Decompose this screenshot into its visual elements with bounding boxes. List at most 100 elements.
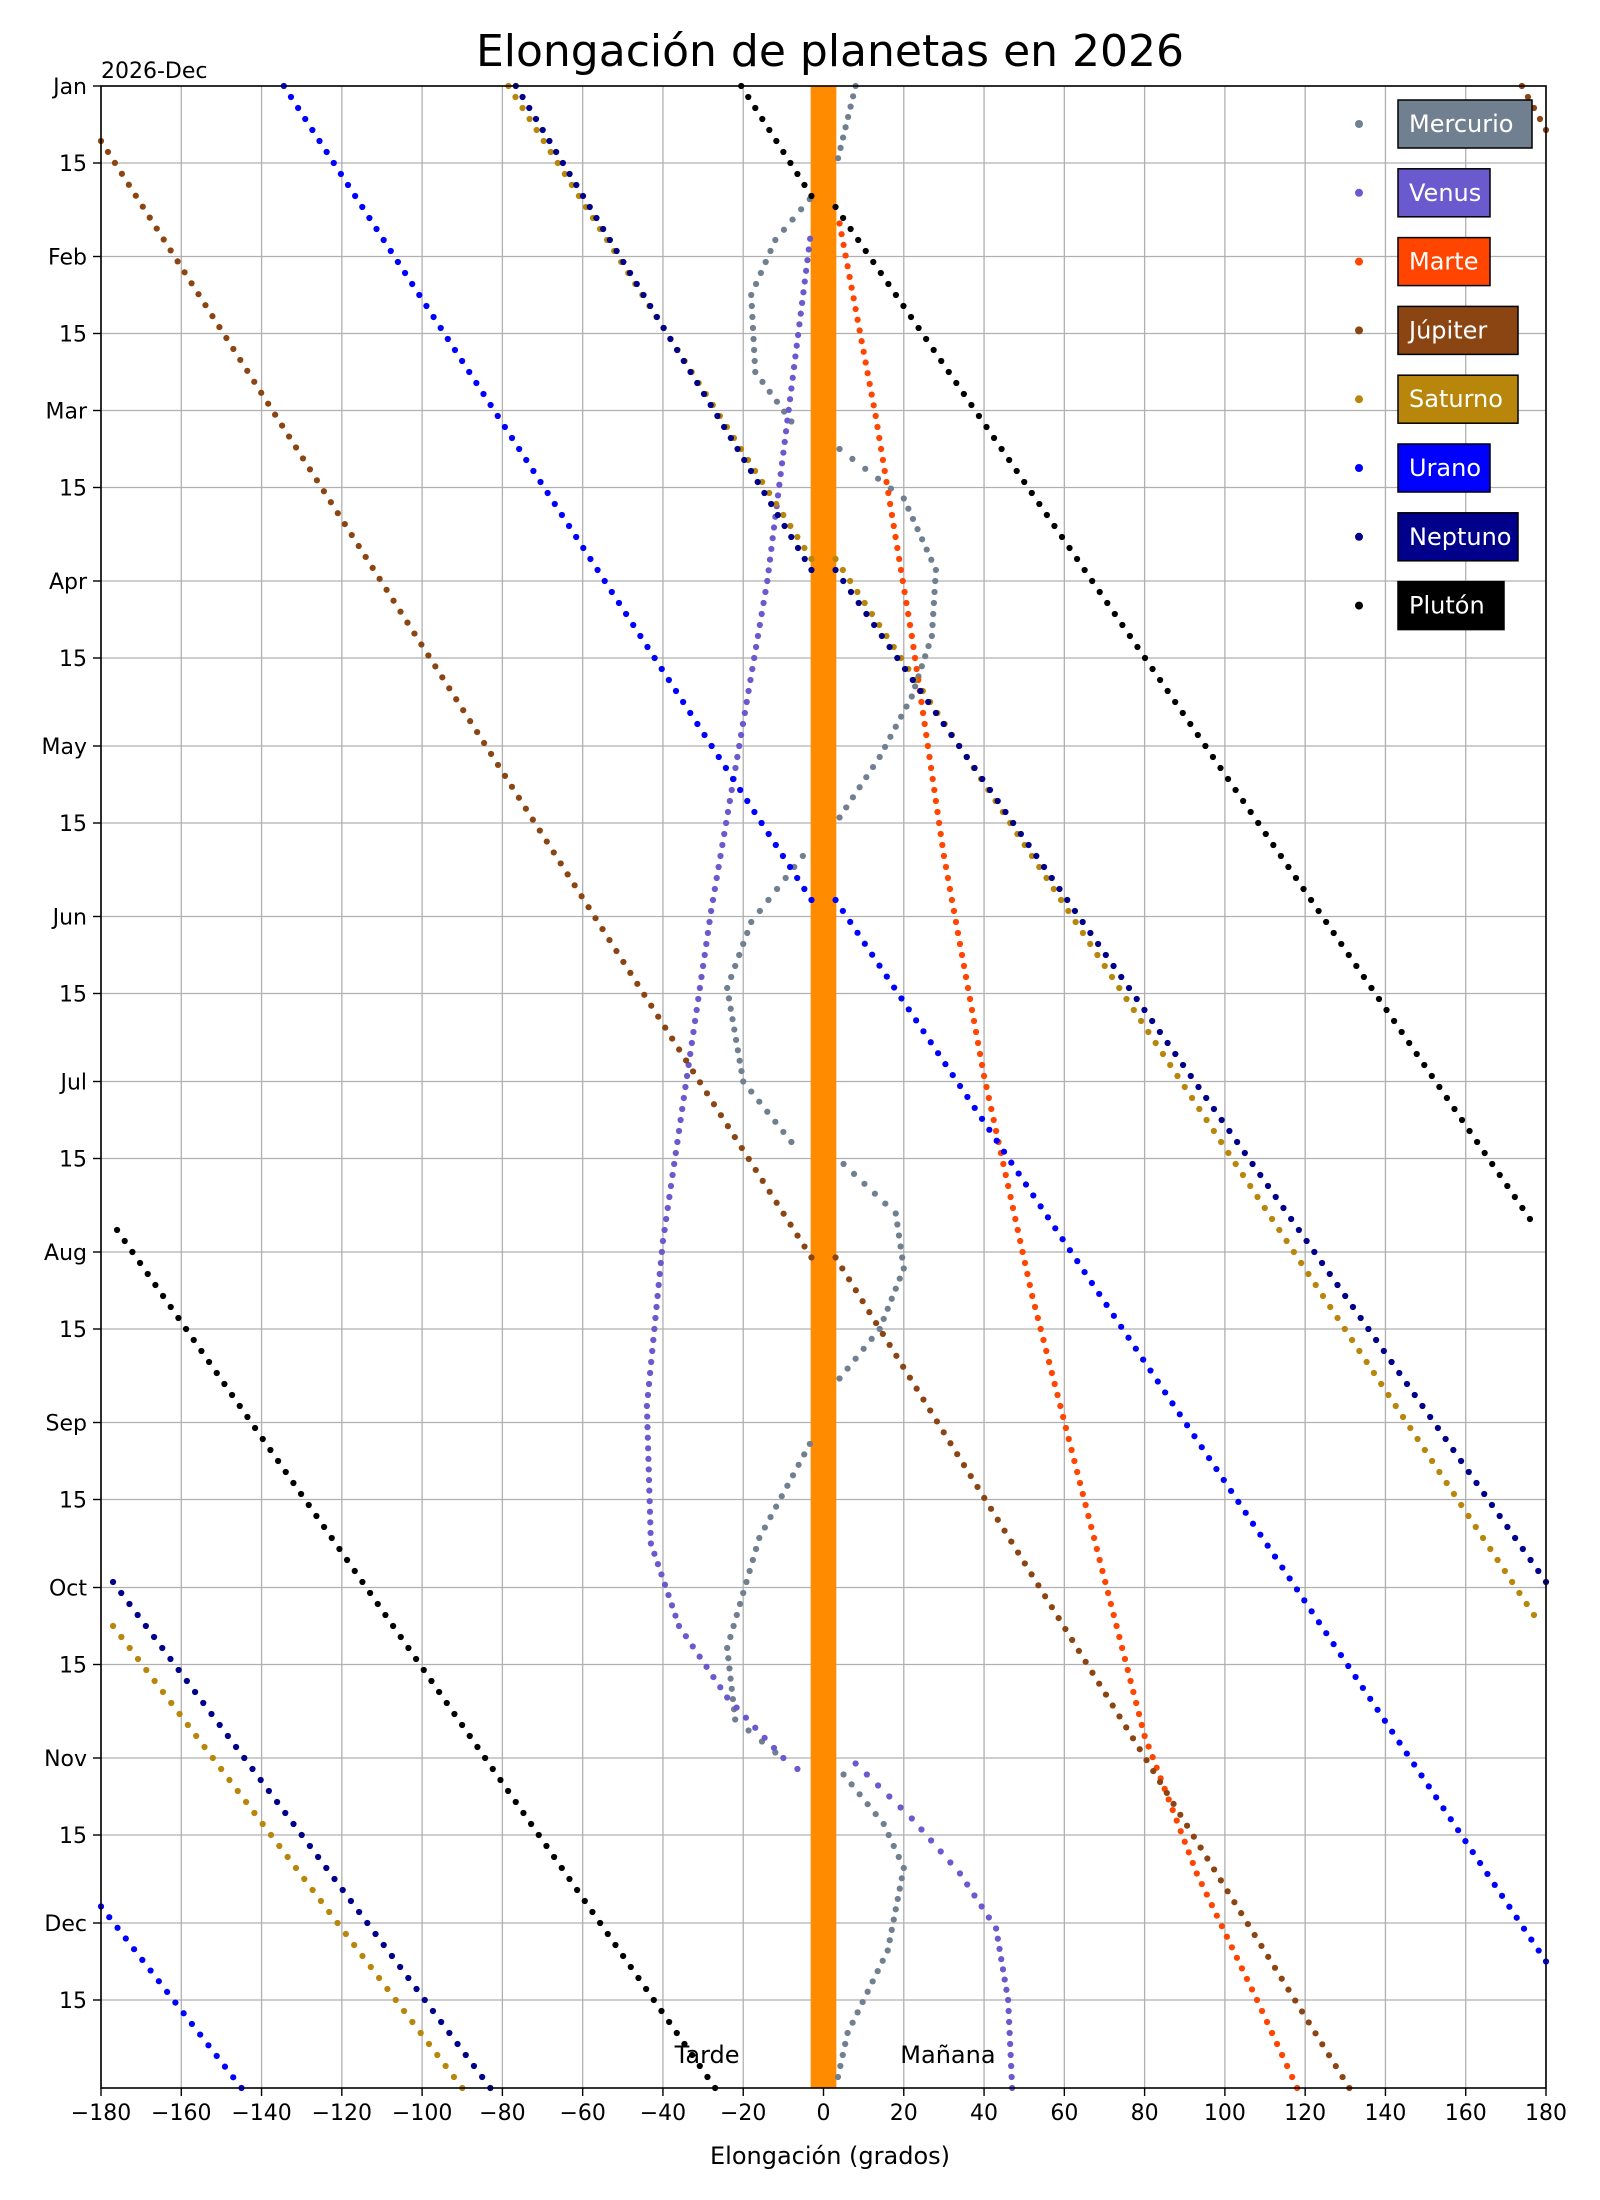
point-urano xyxy=(949,1071,956,1079)
point-venus xyxy=(672,1149,679,1157)
point-mercurio xyxy=(898,1875,905,1882)
point-venus xyxy=(650,1336,657,1344)
point-urano xyxy=(359,203,366,211)
point-marte xyxy=(1193,1870,1200,1877)
point-neptuno xyxy=(1473,1479,1480,1487)
point-pluton xyxy=(801,181,808,189)
point-marte xyxy=(1223,1933,1230,1940)
point-neptuno xyxy=(559,159,566,167)
point-jupiter xyxy=(439,674,446,681)
point-pluton xyxy=(1511,1193,1518,1201)
point-urano xyxy=(905,1006,912,1013)
point-urano xyxy=(832,896,839,904)
point-marte xyxy=(1289,2073,1296,2081)
point-marte xyxy=(906,621,914,629)
point-neptuno xyxy=(1488,1501,1496,1509)
point-neptuno xyxy=(134,1611,141,1619)
point-jupiter xyxy=(1204,1855,1211,1862)
point-saturno xyxy=(554,159,561,167)
point-urano xyxy=(366,214,373,222)
point-marte xyxy=(1054,1391,1061,1399)
point-neptuno xyxy=(1141,1006,1148,1014)
point-mercurio xyxy=(756,1534,763,1542)
point-neptuno xyxy=(620,258,627,266)
point-venus xyxy=(645,1445,652,1452)
point-jupiter xyxy=(1319,2041,1326,2048)
point-pluton xyxy=(313,1512,320,1520)
y-tick-label: Feb xyxy=(48,246,87,271)
point-saturno xyxy=(868,610,876,618)
point-saturno xyxy=(351,1941,358,1949)
point-venus xyxy=(688,1039,695,1047)
point-urano xyxy=(230,2074,237,2081)
legend-label-urano: Urano xyxy=(1409,454,1481,482)
point-urano xyxy=(658,665,665,673)
point-neptuno xyxy=(1388,1358,1395,1366)
point-marte xyxy=(974,1039,982,1047)
point-pluton xyxy=(1111,610,1118,618)
point-jupiter xyxy=(543,838,550,845)
point-marte xyxy=(888,511,896,519)
point-jupiter xyxy=(327,499,334,506)
point-marte xyxy=(918,698,925,706)
point-jupiter xyxy=(564,871,571,878)
point-marte xyxy=(1165,1796,1172,1803)
point-pluton xyxy=(885,280,892,288)
point-urano xyxy=(587,555,594,563)
point-neptuno xyxy=(1095,940,1102,948)
point-venus xyxy=(644,1391,652,1399)
point-neptuno xyxy=(808,566,815,574)
point-venus xyxy=(908,1815,915,1822)
point-jupiter xyxy=(682,1057,690,1064)
point-jupiter xyxy=(376,575,383,582)
point-saturno xyxy=(1501,1567,1508,1575)
point-urano xyxy=(544,489,551,497)
point-jupiter xyxy=(987,1505,995,1512)
point-saturno xyxy=(242,1798,250,1806)
point-saturno xyxy=(450,2073,458,2081)
point-mercurio xyxy=(731,1026,738,1033)
point-pluton xyxy=(643,1985,650,1993)
point-neptuno xyxy=(653,313,661,321)
point-urano xyxy=(1022,1181,1030,1188)
point-saturno xyxy=(1210,1127,1217,1135)
y-tick-label: Oct xyxy=(49,1577,87,1602)
point-jupiter xyxy=(886,1341,893,1349)
point-pluton xyxy=(832,203,839,211)
point-neptuno xyxy=(700,390,708,398)
point-mercurio xyxy=(740,1589,747,1597)
point-saturno xyxy=(1261,1204,1268,1212)
point-marte xyxy=(1135,1710,1143,1718)
point-marte xyxy=(897,566,905,574)
point-marte xyxy=(929,775,936,783)
point-venus xyxy=(998,1956,1005,1963)
point-jupiter xyxy=(550,849,557,856)
point-saturno xyxy=(317,1897,325,1905)
point-jupiter xyxy=(557,860,564,867)
point-urano xyxy=(1154,1378,1161,1385)
point-jupiter xyxy=(1265,1953,1272,1960)
point-mercurio xyxy=(908,693,915,700)
point-jupiter xyxy=(648,1002,655,1009)
point-venus xyxy=(649,1347,656,1355)
point-jupiter xyxy=(1170,1800,1177,1807)
point-saturno xyxy=(1443,1479,1450,1487)
point-venus xyxy=(682,1633,689,1640)
point-mercurio xyxy=(749,324,757,332)
point-neptuno xyxy=(1427,1413,1434,1421)
point-marte xyxy=(858,338,865,345)
point-urano xyxy=(130,1946,138,1953)
point-pluton xyxy=(1353,962,1360,970)
point-marte xyxy=(913,665,920,673)
point-urano xyxy=(302,115,309,123)
point-venus xyxy=(644,1413,651,1420)
point-venus xyxy=(794,331,802,339)
point-jupiter xyxy=(1271,1964,1279,1971)
point-marte xyxy=(970,1017,978,1025)
sun-band xyxy=(810,86,837,2088)
point-mercurio xyxy=(772,236,779,244)
point-venus xyxy=(698,973,705,981)
point-venus xyxy=(734,753,741,761)
point-neptuno xyxy=(971,764,978,772)
point-neptuno xyxy=(1164,1039,1171,1047)
